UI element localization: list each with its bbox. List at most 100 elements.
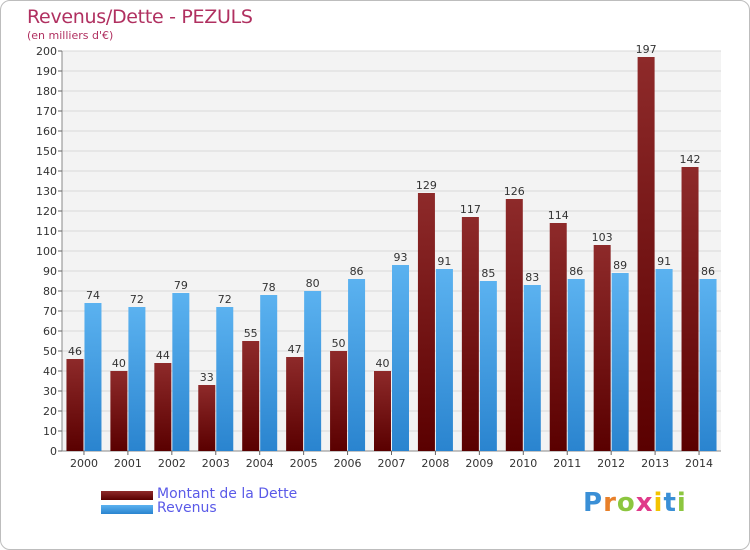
chart-subtitle: (en milliers d'€) [27, 29, 114, 42]
bar-revenus [699, 279, 717, 451]
y-tick-label: 180 [36, 85, 57, 98]
bars: 46 74 40 72 44 79 33 72 55 78 47 80 50 86 40 93 129 91 117… [66, 43, 717, 451]
y-tick-label: 50 [43, 345, 57, 358]
y-tick-label: 20 [43, 405, 57, 418]
legend-label-revenus: Revenus [157, 500, 217, 516]
y-tick-label: 140 [36, 165, 57, 178]
bar-revenus [260, 295, 278, 451]
data-label-debt: 46 [68, 345, 82, 358]
data-label-debt: 126 [504, 185, 525, 198]
logo-letter: x [635, 488, 654, 518]
bar-revenus [348, 279, 366, 451]
logo-letter: i [676, 488, 687, 518]
data-label-debt: 197 [636, 43, 657, 56]
bar-debt [593, 245, 611, 451]
y-tick-label: 110 [36, 225, 57, 238]
y-tick-label: 170 [36, 105, 57, 118]
bar-debt [461, 217, 479, 451]
data-label-revenus: 74 [86, 289, 100, 302]
bar-debt [417, 193, 435, 451]
x-tick-label: 2014 [685, 457, 713, 470]
bar-revenus [128, 307, 146, 451]
x-tick-label: 2009 [465, 457, 493, 470]
x-tick-label: 2000 [70, 457, 98, 470]
logo-letter: t [663, 488, 677, 518]
data-label-debt: 47 [288, 343, 302, 356]
bar-revenus [84, 303, 102, 451]
bar-revenus [392, 265, 409, 451]
data-label-revenus: 83 [525, 271, 539, 284]
bar-debt [66, 359, 84, 451]
y-tick-label: 80 [43, 285, 57, 298]
x-tick-label: 2013 [641, 457, 669, 470]
legend-label-debt: Montant de la Dette [157, 486, 298, 502]
y-tick-label: 0 [50, 445, 57, 458]
bar-revenus [479, 281, 497, 451]
bar-debt [681, 167, 699, 451]
bar-revenus [523, 285, 541, 451]
y-tick-label: 40 [43, 365, 57, 378]
x-tick-label: 2003 [202, 457, 230, 470]
data-label-revenus: 72 [130, 293, 144, 306]
x-tick-label: 2006 [334, 457, 362, 470]
logo-letter: r [603, 488, 617, 518]
proxiti-logo: Proxiti [583, 488, 687, 518]
data-label-debt: 50 [332, 337, 346, 350]
x-tick-label: 2001 [114, 457, 142, 470]
bar-debt [286, 357, 304, 451]
bar-revenus [655, 269, 673, 451]
bar-revenus [172, 293, 190, 451]
y-tick-label: 100 [36, 245, 57, 258]
x-tick-label: 2004 [246, 457, 274, 470]
y-tick-label: 130 [36, 185, 57, 198]
logo-letter: i [653, 488, 664, 518]
x-tick-label: 2002 [158, 457, 186, 470]
data-label-revenus: 85 [481, 267, 495, 280]
x-tick-label: 2011 [553, 457, 581, 470]
bar-debt [154, 363, 172, 451]
y-tick-label: 120 [36, 205, 57, 218]
logo-letter: P [583, 488, 604, 518]
x-axis-ticks: 2000 2001 2002 2003 2004 2005 2006 2007 2008 2009… [70, 451, 713, 470]
legend-swatch-debt [101, 491, 153, 500]
data-label-debt: 55 [244, 327, 258, 340]
y-tick-label: 30 [43, 385, 57, 398]
y-tick-label: 10 [43, 425, 57, 438]
x-tick-label: 2005 [290, 457, 318, 470]
y-axis-ticks: 0 10 20 30 40 50 60 70 80 90 100 110 120 130 140 150 160… [36, 45, 62, 458]
y-tick-label: 190 [36, 65, 57, 78]
logo-letter: o [616, 488, 636, 518]
data-label-revenus: 86 [701, 265, 715, 278]
bar-debt [330, 351, 348, 451]
data-label-debt: 40 [376, 357, 390, 370]
y-tick-label: 160 [36, 125, 57, 138]
bar-debt [242, 341, 260, 451]
legend-swatch-revenus [101, 505, 153, 514]
x-tick-label: 2010 [509, 457, 537, 470]
bar-debt [198, 385, 216, 451]
bar-revenus [216, 307, 234, 451]
bar-revenus [435, 269, 453, 451]
data-label-debt: 44 [156, 349, 170, 362]
y-tick-label: 60 [43, 325, 57, 338]
data-label-revenus: 91 [437, 255, 451, 268]
data-label-debt: 33 [200, 371, 214, 384]
data-label-debt: 103 [592, 231, 613, 244]
bar-debt [505, 199, 523, 451]
x-tick-label: 2007 [378, 457, 406, 470]
x-tick-label: 2008 [421, 457, 449, 470]
data-label-debt: 114 [548, 209, 569, 222]
data-label-debt: 117 [460, 203, 481, 216]
data-label-revenus: 79 [174, 279, 188, 292]
data-label-debt: 40 [112, 357, 126, 370]
data-label-revenus: 72 [218, 293, 232, 306]
bar-debt [110, 371, 128, 451]
bar-revenus [567, 279, 585, 451]
bar-revenus [304, 291, 322, 451]
data-label-revenus: 89 [613, 259, 627, 272]
data-label-revenus: 80 [306, 277, 320, 290]
y-tick-label: 150 [36, 145, 57, 158]
data-label-revenus: 91 [657, 255, 671, 268]
